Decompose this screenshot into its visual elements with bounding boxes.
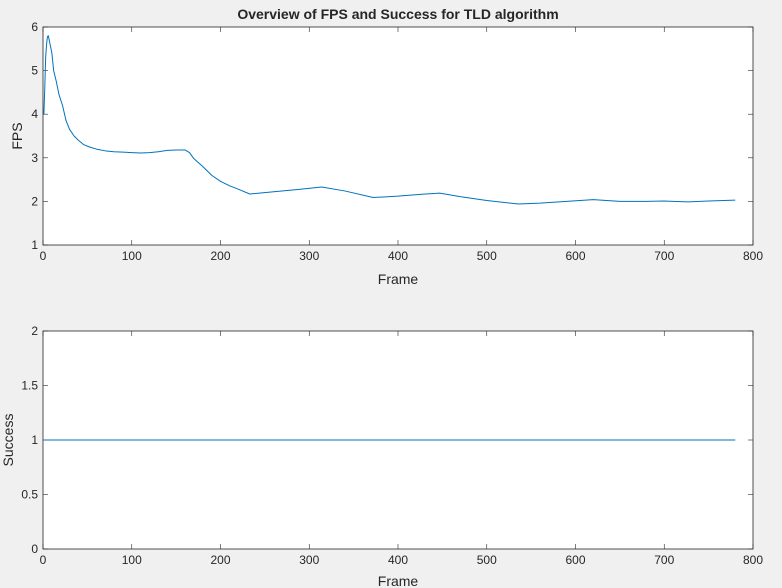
x-tick-label: 500 bbox=[477, 553, 497, 567]
series-line-fps-1 bbox=[43, 35, 736, 205]
y-tick-label: 0.5 bbox=[21, 488, 38, 502]
x-tick-label: 400 bbox=[388, 249, 408, 263]
y-tick-label: 1.5 bbox=[21, 379, 38, 393]
x-tick-label: 500 bbox=[477, 249, 497, 263]
x-tick-label: 300 bbox=[299, 553, 319, 567]
x-tick-label: 100 bbox=[122, 249, 142, 263]
x-tick-label: 700 bbox=[654, 553, 674, 567]
y-tick-label: 1 bbox=[31, 238, 38, 252]
x-tick-label: 200 bbox=[210, 553, 230, 567]
subplot-1: 0 100 200 300 400 500 600 700 800 1 2 3 4 5 6 Frame FPS O… bbox=[9, 6, 763, 287]
subplot-2: 0 100 200 300 400 500 600 700 800 0 0.5 1 1.5 2 Frame S… bbox=[0, 324, 763, 588]
y-tick-label: 3 bbox=[31, 151, 38, 165]
axes-frame bbox=[42, 26, 754, 246]
y-tick-label: 2 bbox=[31, 324, 38, 338]
x-tick-label: 700 bbox=[654, 249, 674, 263]
y-tick-label: 4 bbox=[31, 107, 38, 121]
x-tick-label: 800 bbox=[743, 553, 763, 567]
x-tick-label: 400 bbox=[388, 553, 408, 567]
x-tick-label: 800 bbox=[743, 249, 763, 263]
x-tick-label: 0 bbox=[40, 249, 47, 263]
y-tick-label: 2 bbox=[31, 194, 38, 208]
axes-frame bbox=[42, 330, 754, 550]
y-axis-label: FPS bbox=[9, 122, 25, 149]
x-tick-label: 200 bbox=[210, 249, 230, 263]
plot-area bbox=[43, 27, 753, 245]
x-tick-label: 300 bbox=[299, 249, 319, 263]
chart-title: Overview of FPS and Success for TLD algo… bbox=[237, 6, 558, 22]
y-tick-label: 6 bbox=[31, 20, 38, 34]
y-tick-label: 0 bbox=[31, 542, 38, 556]
y-axis-label: Success bbox=[0, 414, 16, 467]
x-axis-label: Frame bbox=[378, 573, 419, 588]
y-tick-label: 1 bbox=[31, 433, 38, 447]
x-axis-label: Frame bbox=[378, 271, 419, 287]
x-tick-label: 600 bbox=[565, 249, 585, 263]
x-tick-label: 0 bbox=[40, 553, 47, 567]
x-tick-label: 600 bbox=[565, 553, 585, 567]
y-tick-label: 5 bbox=[31, 64, 38, 78]
x-tick-label: 100 bbox=[122, 553, 142, 567]
